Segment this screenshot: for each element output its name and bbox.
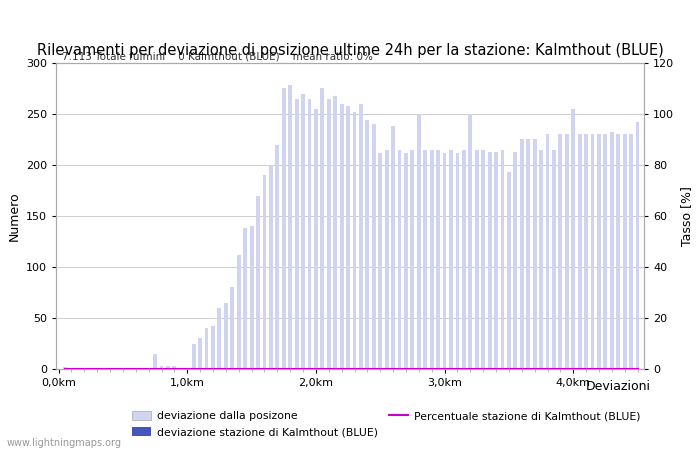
Text: Deviazioni: Deviazioni [586, 380, 651, 393]
Bar [468, 114, 472, 369]
Bar [559, 135, 562, 369]
Bar [417, 114, 421, 369]
Bar [578, 135, 582, 369]
Bar [307, 99, 312, 369]
Bar [211, 326, 215, 369]
Bar [436, 150, 440, 369]
Bar [545, 135, 550, 369]
Bar [475, 150, 479, 369]
Percentuale stazione di Kalmthout (BLUE) [634, 366, 642, 372]
Bar [385, 150, 389, 369]
Bar [172, 366, 176, 369]
Bar [565, 135, 568, 369]
Bar [63, 367, 67, 369]
Bar [526, 140, 530, 369]
Legend: deviazione dalla posizone, deviazione stazione di Kalmthout (BLUE), Percentuale : deviazione dalla posizone, deviazione st… [132, 411, 640, 437]
Bar [288, 86, 292, 369]
Bar [623, 135, 626, 369]
Percentuale stazione di Kalmthout (BLUE) [460, 366, 468, 372]
Bar [237, 255, 241, 369]
Bar [224, 303, 228, 369]
Bar [636, 122, 640, 369]
Bar [321, 89, 324, 369]
Bar [275, 144, 279, 369]
Bar [282, 89, 286, 369]
Bar [520, 140, 524, 369]
Bar [256, 196, 260, 369]
Bar [166, 366, 170, 369]
Bar [494, 152, 498, 369]
Bar [378, 153, 382, 369]
Bar [424, 150, 427, 369]
Bar [333, 96, 337, 369]
Text: www.lightningmaps.org: www.lightningmaps.org [7, 438, 122, 448]
Bar [192, 343, 195, 369]
Bar [301, 94, 305, 369]
Percentuale stazione di Kalmthout (BLUE) [234, 366, 243, 372]
Bar [456, 153, 459, 369]
Bar [262, 175, 267, 369]
Bar [404, 153, 408, 369]
Bar [391, 126, 395, 369]
Bar [629, 135, 633, 369]
Bar [442, 153, 447, 369]
Bar [250, 226, 253, 369]
Bar [372, 124, 376, 369]
Bar [160, 366, 163, 369]
Bar [552, 150, 556, 369]
Bar [597, 135, 601, 369]
Bar [398, 150, 402, 369]
Bar [410, 150, 414, 369]
Bar [218, 308, 221, 369]
Bar [243, 228, 247, 369]
Bar [295, 99, 298, 369]
Bar [488, 152, 491, 369]
Bar [462, 150, 466, 369]
Bar [571, 109, 575, 369]
Bar [340, 104, 344, 369]
Bar [513, 152, 517, 369]
Bar [430, 150, 433, 369]
Percentuale stazione di Kalmthout (BLUE) [608, 366, 616, 372]
Bar [353, 112, 356, 369]
Percentuale stazione di Kalmthout (BLUE) [537, 366, 545, 372]
Bar [314, 109, 318, 369]
Bar [449, 150, 453, 369]
Bar [198, 338, 202, 369]
Bar [230, 288, 235, 369]
Bar [269, 165, 273, 369]
Bar [500, 150, 505, 369]
Bar [533, 140, 537, 369]
Bar [204, 328, 209, 369]
Bar [481, 150, 485, 369]
Bar [584, 135, 588, 369]
Bar [359, 104, 363, 369]
Percentuale stazione di Kalmthout (BLUE) [61, 366, 69, 372]
Y-axis label: Tasso [%]: Tasso [%] [680, 186, 693, 246]
Text: 7.113 Totale fulmini    0 Kalmthout (BLUE)    mean ratio: 0%: 7.113 Totale fulmini 0 Kalmthout (BLUE) … [62, 51, 373, 62]
Bar [346, 106, 350, 369]
Bar [153, 354, 157, 369]
Bar [591, 135, 594, 369]
Y-axis label: Numero: Numero [7, 191, 20, 241]
Bar [507, 172, 511, 369]
Bar [327, 99, 330, 369]
Title: Rilevamenti per deviazione di posizione ultime 24h per la stazione: Kalmthout (B: Rilevamenti per deviazione di posizione … [36, 43, 664, 58]
Bar [603, 135, 608, 369]
Bar [610, 132, 614, 369]
Bar [616, 135, 620, 369]
Bar [539, 150, 543, 369]
Percentuale stazione di Kalmthout (BLUE) [138, 366, 146, 372]
Bar [365, 120, 370, 369]
Percentuale stazione di Kalmthout (BLUE) [550, 366, 558, 372]
